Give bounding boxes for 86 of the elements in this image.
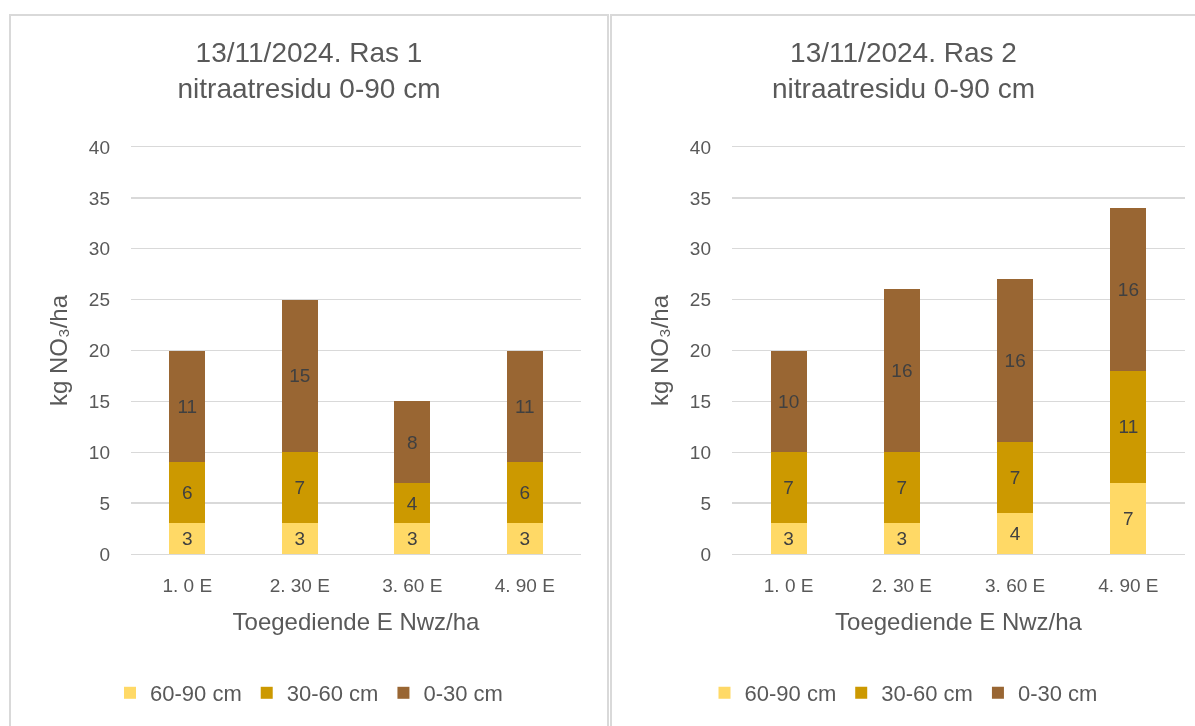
data-label: 15 — [289, 365, 311, 387]
data-label: 8 — [406, 431, 418, 453]
data-label: 4 — [1009, 523, 1021, 545]
chart-title: 13/11/2024. Ras 1 nitraatresidu 0-90 cm — [177, 37, 441, 105]
y-tick-label: 30 — [88, 238, 110, 260]
y-axis-title: kg NO₃/ha — [645, 294, 673, 407]
y-axis-title: kg NO₃/ha — [44, 294, 72, 407]
y-tick-label: 0 — [99, 543, 110, 565]
data-label: 7 — [783, 477, 794, 499]
bar — [506, 462, 543, 524]
bar — [169, 462, 206, 524]
bar — [506, 523, 543, 554]
data-label: 7 — [294, 477, 306, 499]
bar — [394, 401, 431, 483]
bar — [281, 299, 318, 453]
y-tick-label: 25 — [88, 289, 110, 311]
legend-label: 30-60 cm — [881, 681, 973, 707]
bar — [883, 289, 920, 453]
data-label: 3 — [783, 528, 794, 550]
x-tick-label: 1. 0 E — [763, 575, 814, 597]
y-tick-label: 30 — [689, 238, 711, 260]
data-label: 10 — [778, 390, 800, 412]
bar — [883, 523, 920, 554]
bar — [281, 523, 318, 554]
bar — [394, 523, 431, 554]
bar — [394, 482, 431, 524]
bar — [770, 452, 807, 524]
data-label: 16 — [1117, 278, 1139, 300]
data-label: 4 — [406, 492, 418, 514]
data-label: 7 — [1009, 467, 1021, 489]
data-label: 16 — [1004, 350, 1026, 372]
y-tick-label: 25 — [689, 289, 711, 311]
data-label: 3 — [406, 528, 418, 550]
data-label: 11 — [514, 395, 535, 417]
y-tick-label: 35 — [88, 187, 110, 209]
bar — [770, 350, 807, 453]
x-tick-label: 3. 60 E — [985, 575, 1046, 597]
data-label: 11 — [177, 395, 198, 417]
bar — [770, 523, 807, 554]
bar — [1110, 208, 1147, 371]
y-tick-label: 15 — [88, 391, 110, 413]
y-tick-label: 15 — [689, 391, 711, 413]
bar — [997, 513, 1034, 554]
bar — [169, 350, 206, 463]
x-tick-label: 4. 90 E — [1098, 575, 1159, 597]
bar — [883, 452, 920, 524]
data-label: 3 — [294, 528, 306, 550]
y-tick-label: 10 — [88, 441, 110, 463]
x-axis-title: Toegediende E Nwz/ha — [232, 608, 481, 636]
data-label: 11 — [1118, 416, 1139, 438]
chart-title: 13/11/2024. Ras 2 nitraatresidu 0-90 cm — [771, 37, 1036, 105]
x-tick-label: 4. 90 E — [494, 575, 555, 597]
legend-label: 0-30 cm — [1017, 681, 1098, 707]
x-axis-title: Toegediende E Nwz/ha — [835, 608, 1083, 636]
legend-label: 60-90 cm — [150, 681, 242, 707]
y-tick-label: 35 — [689, 187, 711, 209]
bar — [1110, 482, 1147, 554]
bar — [506, 350, 543, 463]
data-label: 7 — [896, 477, 908, 499]
bar — [997, 442, 1034, 514]
y-tick-label: 20 — [88, 340, 110, 362]
x-tick-label: 1. 0 E — [162, 575, 213, 597]
data-label: 6 — [181, 482, 193, 504]
x-tick-label: 2. 30 E — [269, 575, 330, 597]
data-label: 6 — [519, 482, 531, 504]
legend-label: 30-60 cm — [286, 681, 379, 707]
y-tick-label: 40 — [88, 136, 110, 158]
data-label: 3 — [896, 528, 908, 550]
data-label: 16 — [891, 360, 913, 382]
bar — [281, 452, 318, 524]
x-tick-label: 3. 60 E — [382, 575, 443, 597]
legend-label: 0-30 cm — [423, 681, 503, 707]
legend-label: 60-90 cm — [744, 681, 837, 707]
y-tick-label: 0 — [700, 543, 711, 565]
y-tick-label: 5 — [700, 492, 711, 514]
bar — [1110, 370, 1147, 483]
data-label: 3 — [519, 528, 531, 550]
y-tick-label: 40 — [689, 136, 711, 158]
data-label: 7 — [1123, 507, 1134, 529]
data-label: 3 — [181, 528, 193, 550]
y-tick-label: 10 — [689, 441, 711, 463]
y-tick-label: 5 — [99, 492, 110, 514]
bar — [169, 523, 206, 554]
y-tick-label: 20 — [689, 340, 711, 362]
bar — [997, 279, 1034, 443]
x-tick-label: 2. 30 E — [871, 575, 932, 597]
